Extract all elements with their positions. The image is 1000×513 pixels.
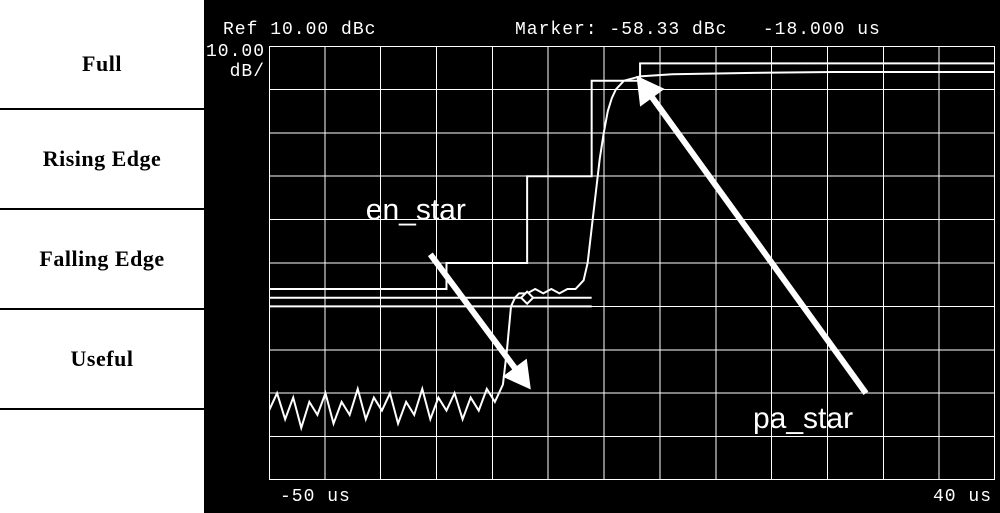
sidebar-item-label: Full [82,51,122,77]
y-axis-top-value: 10.00 [195,42,265,62]
x-axis-left-value: -50 us [280,487,351,507]
display-topbar [205,0,1000,18]
sidebar-item-label: Falling Edge [39,246,164,272]
sidebar-item-label: Rising Edge [43,146,162,172]
svg-text:en_star: en_star [366,194,466,227]
sidebar-item-falling-edge[interactable]: Falling Edge [0,210,204,310]
sidebar-item-useful[interactable]: Useful [0,310,204,410]
svg-text:pa_star: pa_star [753,402,853,435]
sidebar-item-rising-edge[interactable]: Rising Edge [0,110,204,210]
marker-readout: Marker: -58.33 dBc -18.000 us [515,20,881,40]
x-axis-right-value: 40 us [933,487,992,507]
scope-plot-svg: en_star pa_star [269,46,995,480]
sidebar: Full Rising Edge Falling Edge Useful [0,0,205,513]
y-axis-unit: dB/ [195,62,265,82]
sidebar-item-label: Useful [71,346,134,372]
sidebar-item-full[interactable]: Full [0,0,204,110]
ref-level-label: Ref 10.00 dBc [223,20,376,40]
plot-area: en_star pa_star [269,46,995,480]
scope-display: Ref 10.00 dBc Marker: -58.33 dBc -18.000… [205,0,1000,513]
